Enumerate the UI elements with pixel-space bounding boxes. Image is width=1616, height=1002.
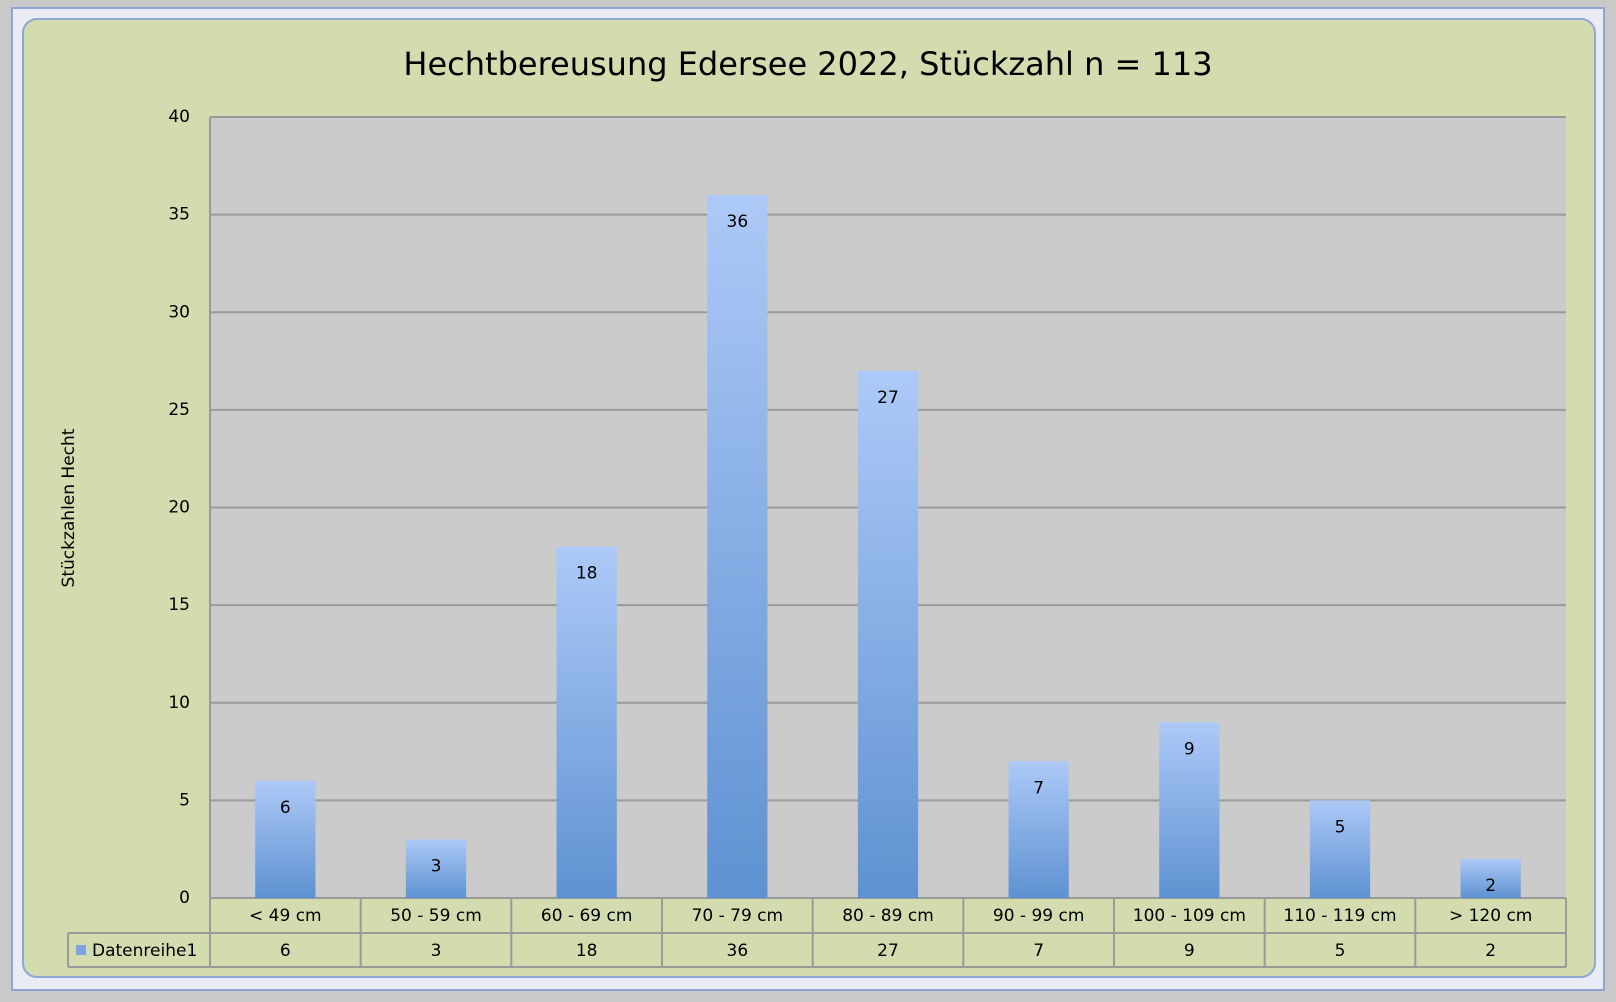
bar xyxy=(255,780,316,898)
chart-title: Hechtbereusung Edersee 2022, Stückzahl n… xyxy=(403,45,1212,83)
data-label: 27 xyxy=(877,388,899,408)
y-tick-label: 25 xyxy=(168,400,190,420)
table-value: 6 xyxy=(280,941,291,961)
legend-label: Datenreihe1 xyxy=(92,941,197,961)
y-tick-label: 20 xyxy=(168,498,190,518)
legend-swatch xyxy=(76,945,86,955)
x-tick-label: 50 - 59 cm xyxy=(390,906,482,926)
x-tick-label: < 49 cm xyxy=(249,906,322,926)
table-value: 9 xyxy=(1184,941,1195,961)
data-label: 7 xyxy=(1033,778,1044,798)
y-tick-label: 15 xyxy=(168,595,190,615)
y-tick-label: 10 xyxy=(168,693,190,713)
table-value: 7 xyxy=(1033,941,1044,961)
bar xyxy=(556,546,617,898)
table-value: 27 xyxy=(877,941,899,961)
table-value: 5 xyxy=(1335,941,1346,961)
bar xyxy=(1008,761,1069,898)
data-label: 36 xyxy=(727,212,749,232)
x-tick-label: 110 - 119 cm xyxy=(1283,906,1396,926)
data-label: 18 xyxy=(576,564,598,584)
y-tick-label: 0 xyxy=(179,888,190,908)
data-label: 3 xyxy=(431,856,442,876)
x-tick-label: 90 - 99 cm xyxy=(993,906,1085,926)
bar xyxy=(857,370,919,898)
y-tick-label: 40 xyxy=(168,107,190,127)
table-value: 2 xyxy=(1485,941,1496,961)
data-label: 9 xyxy=(1184,739,1195,759)
x-tick-label: > 120 cm xyxy=(1449,906,1532,926)
data-label: 2 xyxy=(1485,876,1496,896)
x-tick-label: 80 - 89 cm xyxy=(842,906,934,926)
bar xyxy=(405,839,467,898)
table-value: 3 xyxy=(431,941,442,961)
x-tick-label: 60 - 69 cm xyxy=(541,906,633,926)
y-tick-label: 5 xyxy=(179,790,190,810)
bar xyxy=(1309,800,1371,898)
data-label: 6 xyxy=(280,798,291,818)
x-tick-label: 100 - 109 cm xyxy=(1133,906,1246,926)
data-label: 5 xyxy=(1335,817,1346,837)
y-tick-label: 30 xyxy=(168,302,190,322)
y-tick-label: 35 xyxy=(168,205,190,225)
bar xyxy=(1159,722,1220,898)
x-tick-label: 70 - 79 cm xyxy=(692,906,784,926)
bar xyxy=(707,195,768,899)
y-axis-label: Stückzahlen Hecht xyxy=(59,428,79,587)
table-value: 18 xyxy=(576,941,598,961)
table-value: 36 xyxy=(727,941,749,961)
bar xyxy=(1460,858,1521,898)
